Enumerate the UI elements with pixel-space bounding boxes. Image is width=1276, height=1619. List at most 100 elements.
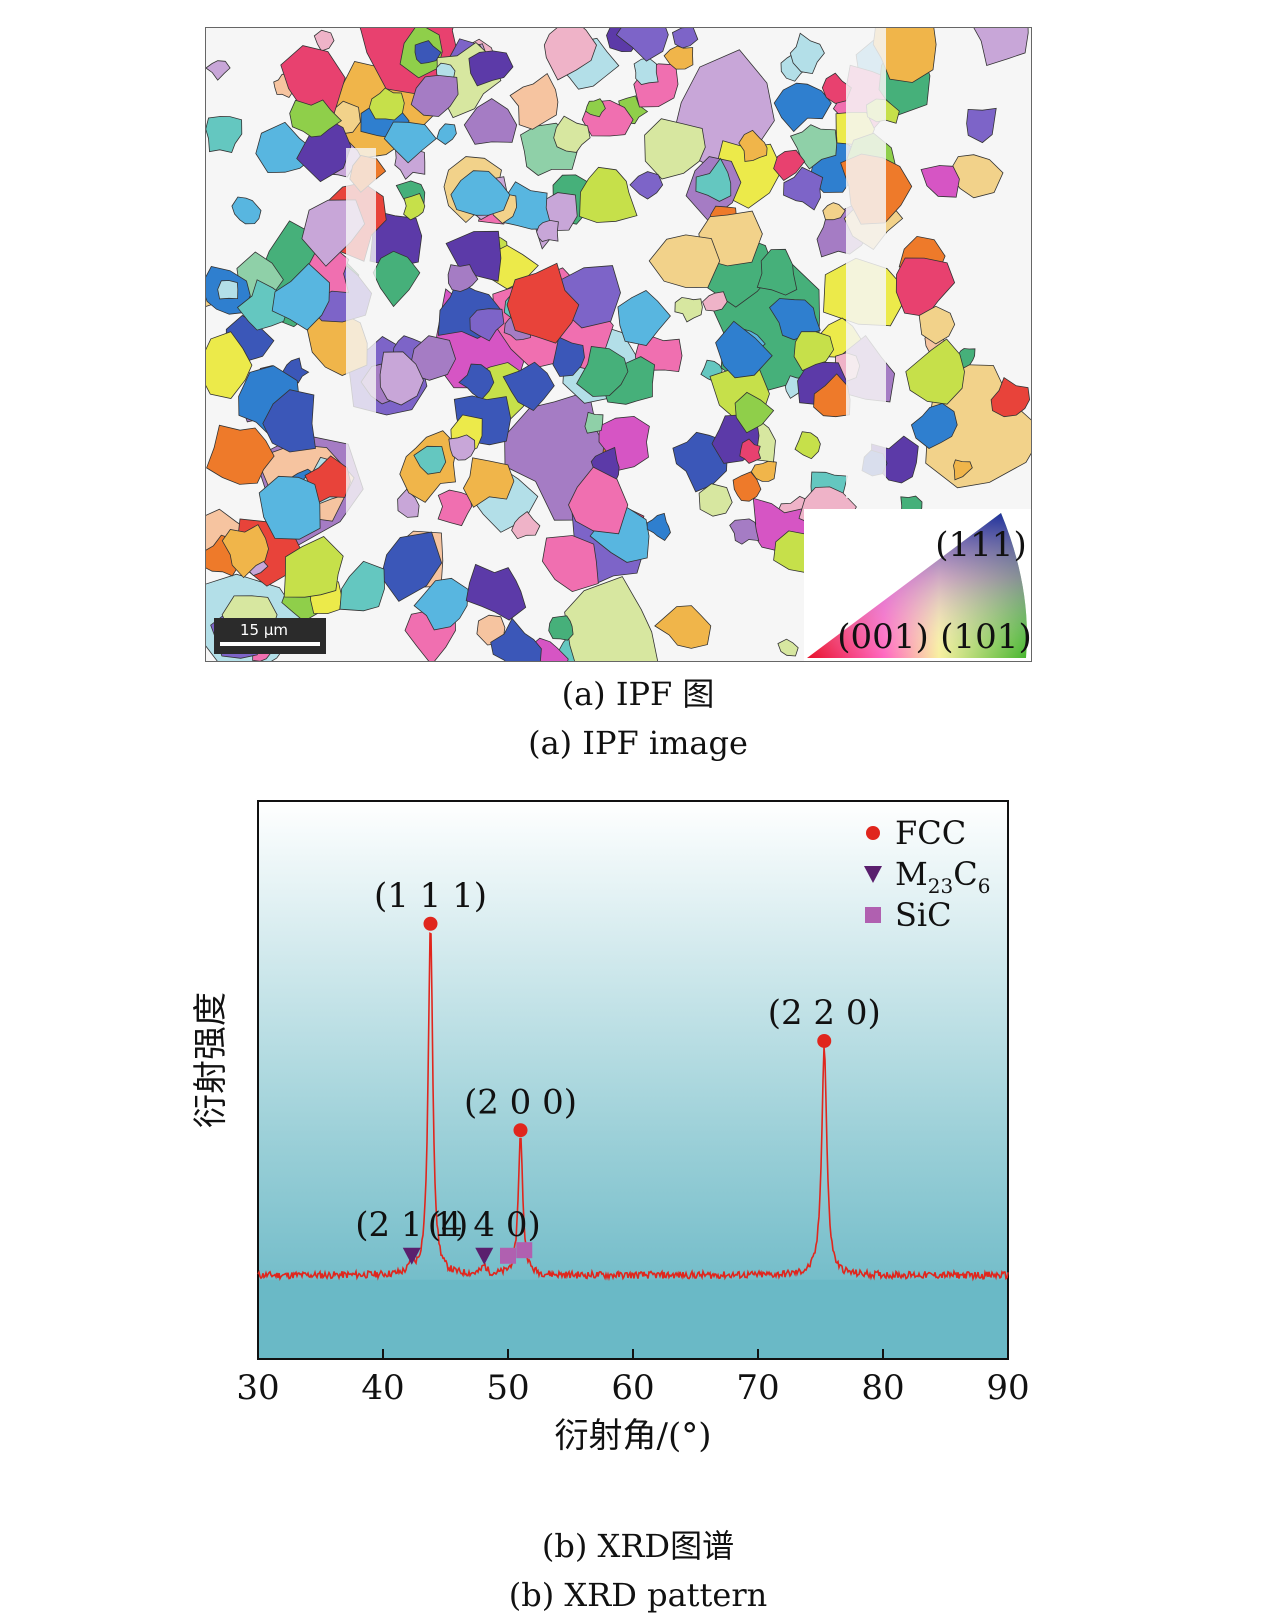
grain: [447, 264, 479, 292]
ipf-grain-map: 15 μm (111) (001) (: [206, 28, 1031, 661]
grain: [910, 402, 958, 449]
ipf-caption-en: (a) IPF image: [528, 724, 748, 762]
grain: [822, 202, 846, 221]
grain: [543, 28, 597, 81]
ipf-caption-cn: (a) IPF 图: [561, 675, 715, 713]
grain: [739, 438, 762, 464]
grain: [663, 45, 694, 70]
grain: [966, 107, 997, 144]
fcc-peak-marker: [817, 1033, 832, 1048]
scale-bar-label: 15 μm: [240, 621, 288, 639]
grain: [615, 28, 669, 62]
grain: [468, 50, 514, 87]
grain: [793, 331, 835, 372]
grain: [585, 98, 606, 118]
grain: [773, 82, 832, 133]
grain: [579, 166, 638, 223]
grain: [506, 262, 580, 344]
grain: [568, 466, 629, 535]
scale-bar: 15 μm: [214, 618, 326, 654]
x-tick-label: 90: [986, 1368, 1029, 1408]
grain: [448, 434, 476, 461]
grain: [296, 115, 352, 183]
ipf-color-key: (111) (001) (101): [804, 509, 1031, 661]
grain: [221, 524, 269, 579]
legend-label: SiC: [895, 896, 952, 934]
grain: [756, 248, 798, 296]
grain: [490, 617, 542, 661]
grain: [536, 219, 559, 242]
grain: [702, 291, 728, 312]
grain: [918, 305, 956, 345]
grain: [379, 351, 424, 406]
peak-label: (2 2 0): [768, 993, 881, 1033]
grain: [289, 99, 343, 138]
grain: [206, 331, 253, 399]
grain: [380, 531, 443, 602]
grain: [231, 196, 262, 225]
grain: [458, 363, 495, 401]
legend-marker: [865, 907, 881, 923]
grain: [502, 361, 555, 412]
x-tick-label: 50: [486, 1368, 529, 1408]
grain: [462, 457, 515, 508]
grain: [463, 98, 518, 145]
grain: [813, 373, 851, 418]
fcc-peak-marker: [513, 1123, 528, 1138]
grain: [990, 376, 1031, 418]
y-axis-label: 衍射强度: [191, 992, 231, 1128]
x-tick-label: 60: [611, 1368, 654, 1408]
x-axis-label: 衍射角/(°): [555, 1416, 712, 1456]
grain: [920, 165, 960, 198]
x-tick-label: 30: [236, 1368, 279, 1408]
grain: [258, 475, 321, 540]
grain: [644, 118, 706, 180]
grain: [973, 28, 1029, 67]
grain: [217, 280, 239, 300]
grain: [552, 336, 585, 377]
grain: [465, 563, 527, 621]
xrd-series-line: [257, 932, 1009, 1282]
grain: [413, 577, 469, 631]
grain: [368, 87, 405, 121]
grain: [414, 40, 442, 65]
grain: [450, 170, 511, 216]
grain: [953, 459, 973, 481]
legend-marker: [864, 866, 882, 883]
grain: [397, 488, 420, 518]
grain: [271, 263, 331, 331]
grain: [553, 115, 591, 153]
grain: [674, 297, 703, 323]
grain: [541, 535, 599, 593]
grain: [511, 511, 541, 540]
grain: [654, 605, 712, 649]
grain: [905, 338, 965, 405]
ipf-map: 15 μm (111) (001) (: [205, 27, 1032, 662]
xrd-caption-cn: (b) XRD图谱: [541, 1527, 735, 1565]
key-label-111: (111): [935, 525, 1026, 565]
m23c6-peak-marker: [402, 1247, 421, 1265]
legend-label: FCC: [895, 814, 966, 852]
grain: [732, 471, 762, 502]
key-label-001: (001): [837, 617, 928, 657]
grain: [548, 615, 574, 641]
grain: [206, 116, 243, 153]
grain: [206, 424, 275, 485]
x-tick-label: 40: [361, 1368, 404, 1408]
grain: [773, 149, 806, 182]
grain: [262, 389, 316, 453]
grain: [789, 32, 825, 75]
grain: [715, 320, 773, 379]
grain: [383, 121, 437, 164]
grain: [413, 445, 447, 475]
plot-area: [257, 800, 1009, 1360]
peak-label: (2 1 1): [355, 1205, 468, 1245]
grain: [698, 483, 733, 517]
grain-free-band: [846, 28, 886, 498]
grain: [646, 512, 671, 542]
peak-label: (2 0 0): [464, 1082, 577, 1122]
key-label-101: (101): [940, 617, 1031, 657]
grain: [313, 29, 335, 52]
